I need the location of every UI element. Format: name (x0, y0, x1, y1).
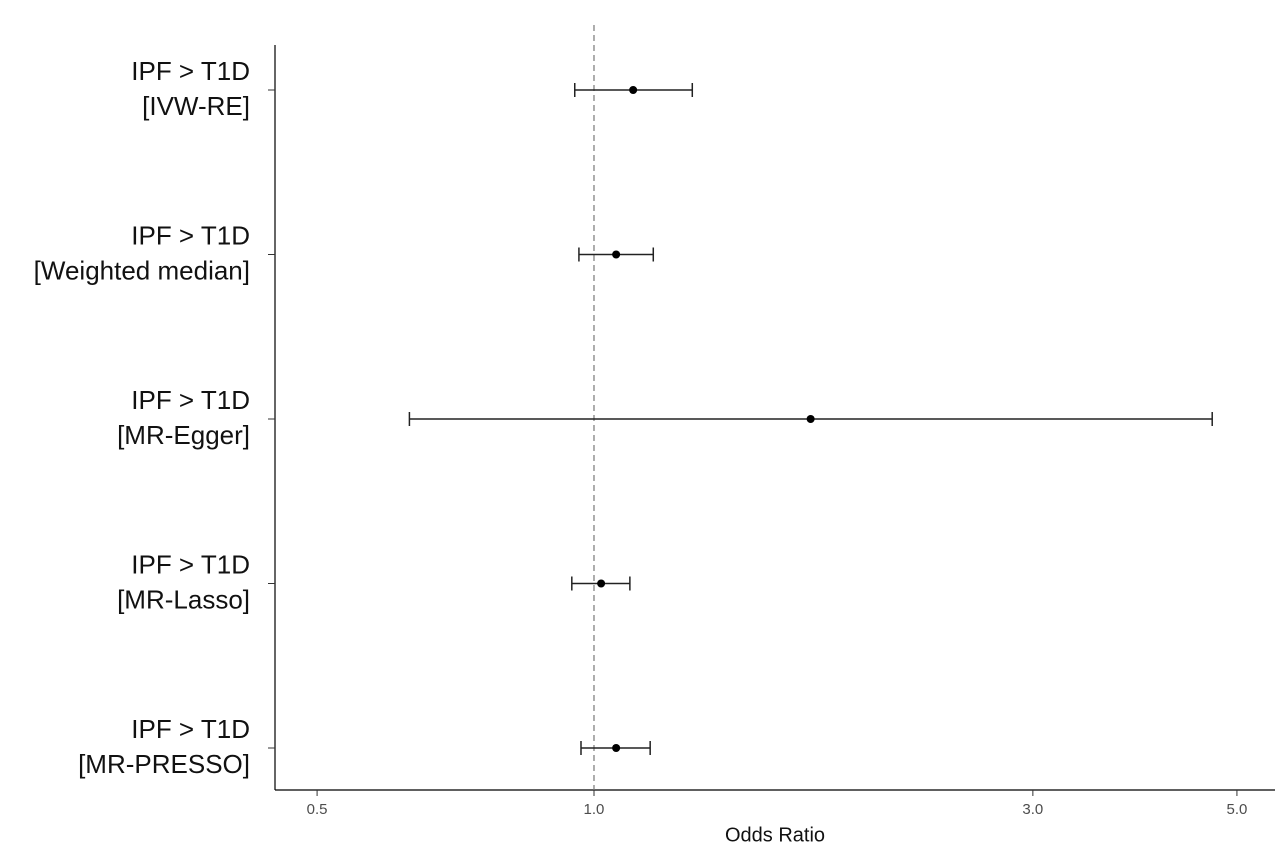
y-tick-label: IPF > T1D (131, 385, 250, 415)
point (612, 744, 621, 752)
x-tick-label: 0.5 (307, 801, 328, 818)
x-axis-title: Odds Ratio (725, 824, 825, 846)
y-tick-label: [IVW-RE] (142, 91, 250, 121)
x-tick-label: 5.0 (1226, 801, 1247, 818)
y-tick-label: [MR-Egger] (117, 420, 250, 450)
y-tick-label: [Weighted median] (34, 255, 250, 285)
x-tick-label: 1.0 (584, 801, 605, 818)
y-tick-label: IPF > T1D (131, 549, 250, 579)
y-tick-label: [MR-Lasso] (117, 584, 250, 614)
y-tick-label: IPF > T1D (131, 714, 250, 744)
point (612, 250, 621, 259)
point (806, 415, 815, 423)
point (629, 86, 638, 94)
y-tick-label: [MR-PRESSO] (78, 749, 250, 779)
y-tick-label: IPF > T1D (131, 56, 250, 86)
point (597, 579, 606, 588)
y-tick-label: IPF > T1D (131, 220, 250, 250)
x-tick-label: 3.0 (1022, 801, 1043, 818)
